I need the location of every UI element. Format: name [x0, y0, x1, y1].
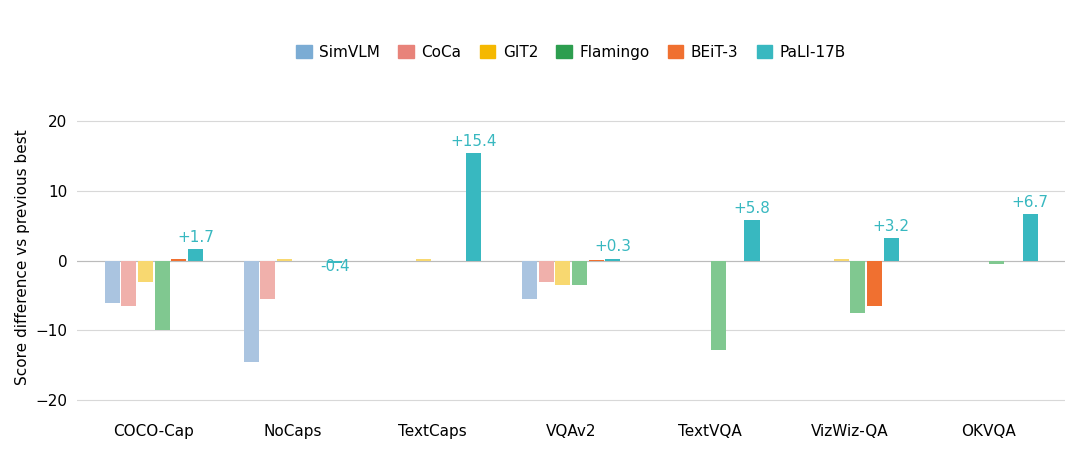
- Text: +1.7: +1.7: [177, 230, 214, 245]
- Bar: [606, 258, 620, 261]
- Bar: [522, 261, 537, 299]
- Legend: SimVLM, CoCa, GIT2, Flamingo, BEiT-3, PaLI-17B: SimVLM, CoCa, GIT2, Flamingo, BEiT-3, Pa…: [296, 45, 846, 60]
- Y-axis label: Score difference vs previous best: Score difference vs previous best: [15, 129, 30, 385]
- Bar: [327, 261, 342, 263]
- Text: +6.7: +6.7: [1012, 195, 1049, 210]
- Text: +15.4: +15.4: [450, 134, 497, 149]
- Bar: [105, 261, 120, 302]
- Bar: [172, 259, 187, 261]
- Bar: [850, 261, 865, 313]
- Text: +3.2: +3.2: [873, 219, 909, 234]
- Bar: [883, 238, 899, 261]
- Bar: [278, 259, 292, 261]
- Bar: [834, 259, 849, 261]
- Bar: [121, 261, 136, 306]
- Bar: [744, 220, 759, 261]
- Text: -0.4: -0.4: [320, 259, 350, 274]
- Bar: [467, 153, 482, 261]
- Bar: [138, 261, 153, 281]
- Bar: [260, 261, 275, 299]
- Bar: [539, 261, 554, 281]
- Bar: [572, 261, 588, 285]
- Text: +0.3: +0.3: [594, 239, 632, 254]
- Bar: [154, 261, 170, 331]
- Bar: [555, 261, 570, 285]
- Bar: [244, 261, 259, 362]
- Bar: [416, 258, 431, 261]
- Bar: [589, 260, 604, 261]
- Text: +5.8: +5.8: [733, 201, 770, 216]
- Bar: [1023, 214, 1038, 261]
- Bar: [989, 261, 1004, 264]
- Bar: [711, 261, 726, 350]
- Bar: [188, 249, 203, 261]
- Bar: [867, 261, 882, 306]
